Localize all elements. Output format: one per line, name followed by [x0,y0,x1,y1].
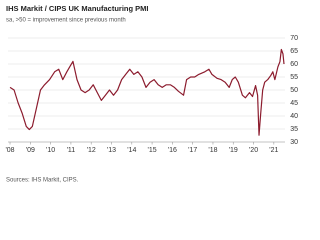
x-tick-label: '12 [87,147,96,154]
x-tick-label: '19 [229,147,238,154]
y-tick-label: 70 [290,35,298,42]
x-tick-label: '08 [5,147,14,154]
y-tick-label: 55 [290,74,298,81]
x-tick-label: '17 [188,147,197,154]
source-note: Sources: IHS Markit, CIPS. [6,178,79,184]
x-tick-label: '18 [208,147,217,154]
x-tick-label: '10 [46,147,55,154]
x-tick-label: '21 [269,147,278,154]
y-tick-label: 35 [290,126,298,133]
x-tick-label: '13 [107,147,116,154]
x-tick-label: '09 [26,147,35,154]
y-tick-label: 45 [290,100,298,107]
y-tick-label: 30 [290,139,298,146]
x-tick-label: '15 [148,147,157,154]
chart-subtitle: sa, >50 = improvement since previous mon… [6,18,126,24]
chart-title: IHS Markit / CIPS UK Manufacturing PMI [6,4,149,13]
y-tick-label: 60 [290,61,298,68]
y-tick-label: 40 [290,113,298,120]
y-tick-label: 65 [290,48,298,55]
data-line [9,48,285,136]
x-tick-label: '20 [249,147,258,154]
x-tick-label: '11 [67,147,76,154]
chart: IHS Markit / CIPS UK Manufacturing PMI s… [5,4,298,184]
x-tick-label: '16 [168,147,177,154]
y-tick-label: 50 [290,87,298,94]
x-tick-label: '14 [127,147,136,154]
